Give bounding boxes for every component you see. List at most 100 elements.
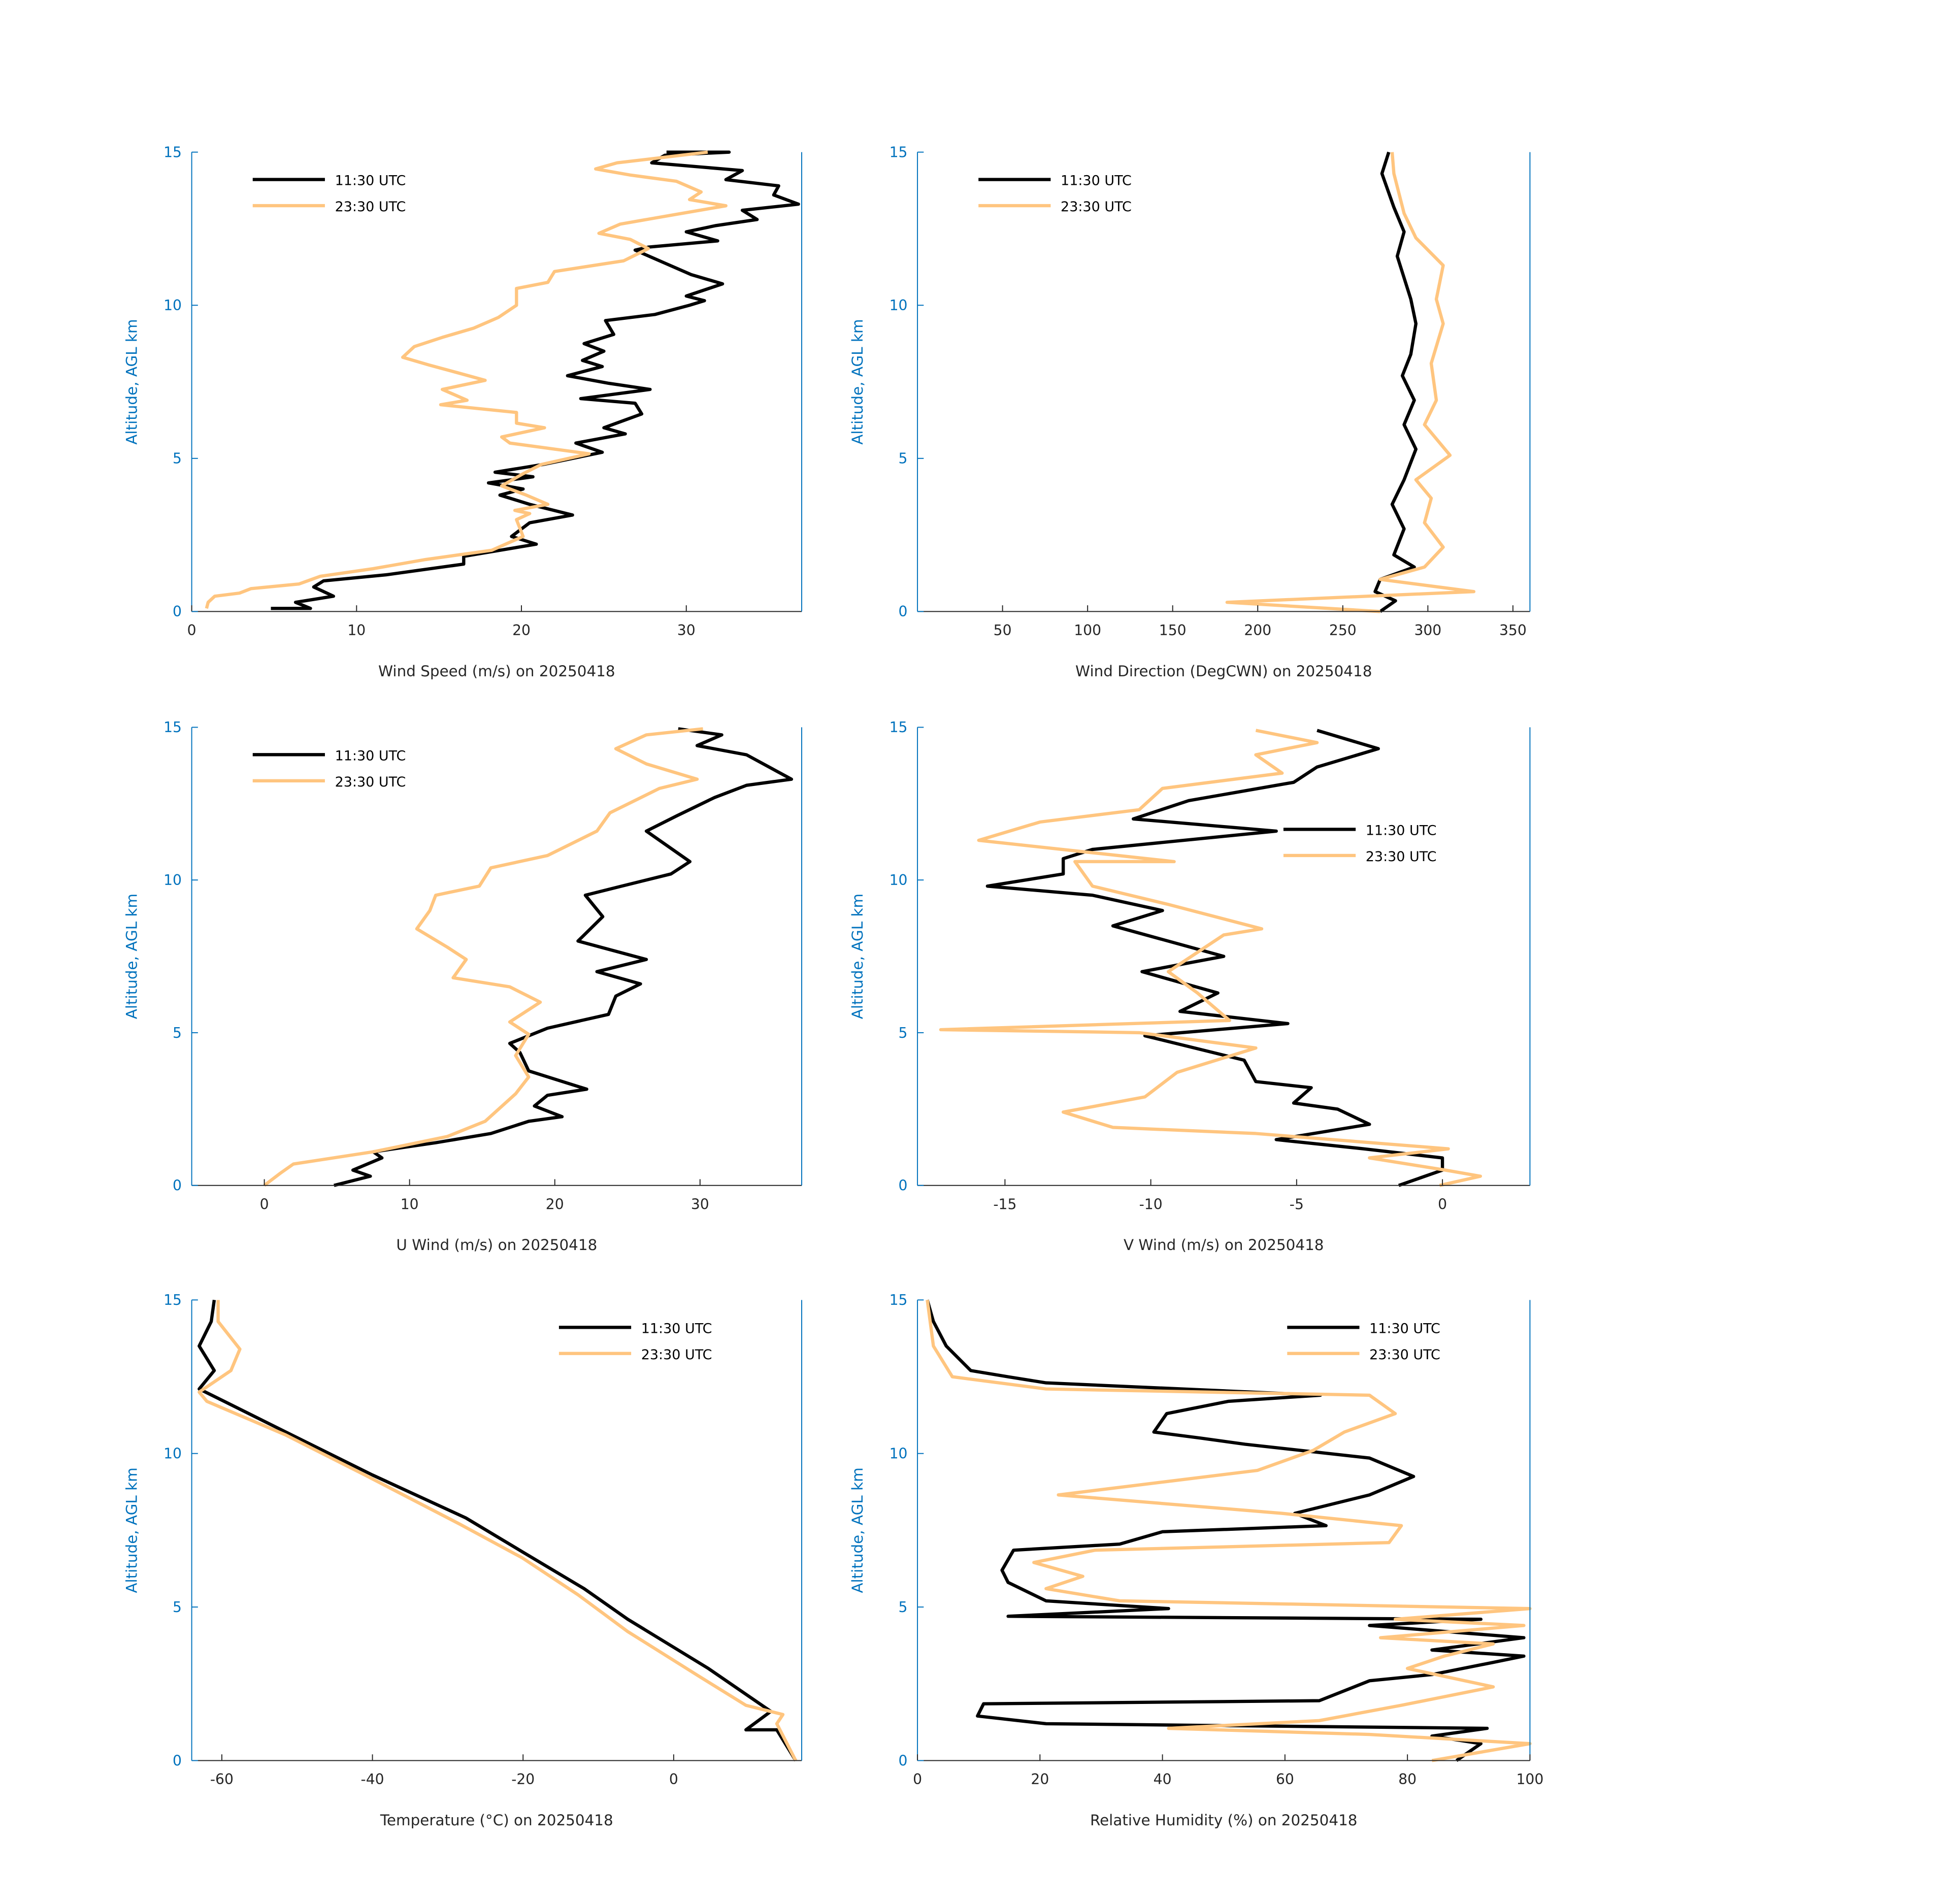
x-tick-label: 0 [669,1771,678,1788]
x-tick-label: 100 [1074,622,1101,639]
x-tick-label: 250 [1329,622,1357,639]
legend-label: 23:30 UTC [335,774,406,790]
legend-label: 23:30 UTC [335,199,406,215]
y-axis-label: Altitude, AGL km [849,894,866,1019]
y-tick-label: 15 [890,719,908,736]
y-axis-label: Altitude, AGL km [123,894,141,1019]
x-axis-label: Wind Direction (DegCWN) on 20250418 [1075,663,1372,680]
legend: 11:30 UTC 23:30 UTC [252,173,406,215]
y-tick-label: 0 [173,1752,182,1769]
y-tick-label: 10 [890,1446,908,1462]
y-tick-label: 0 [899,1177,908,1194]
panel-v-wind: -15 -10 -5 0 0 5 10 15 V Wind (m/s) on 20250418 A… [849,719,1531,1254]
x-axis-label: Relative Humidity (%) on 20250418 [1090,1812,1358,1829]
legend-label: 11:30 UTC [1061,173,1132,189]
y-tick-label: 5 [173,1599,182,1616]
x-tick-label: 350 [1499,622,1527,639]
x-tick-label: 30 [677,622,696,639]
x-tick-label: 20 [512,622,531,639]
x-tick-label: 80 [1398,1771,1417,1788]
series-line-2330 [926,1299,1532,1762]
panel-u-wind: 0 10 20 30 0 5 10 15 U Wind (m/s) on 20250418 Alt… [123,719,803,1254]
legend-label: 11:30 UTC [1366,823,1437,839]
y-tick-label: 15 [163,719,182,736]
series-line-1130 [271,150,800,610]
x-tick-label: 100 [1517,1771,1544,1788]
x-tick-label: 60 [1276,1771,1294,1788]
x-tick-label: -5 [1290,1196,1304,1212]
legend-label: 23:30 UTC [1061,199,1132,215]
panel-wind-direction: 50 100 150 200 250 300 350 0 5 10 15 Wind Direction… [849,144,1531,680]
x-tick-label: 10 [347,622,366,639]
x-axis-label: Wind Speed (m/s) on 20250418 [378,663,615,680]
legend: 11:30 UTC 23:30 UTC [252,748,406,790]
legend-label: 23:30 UTC [1366,849,1437,865]
y-tick-label: 10 [890,872,908,889]
y-axis-label: Altitude, AGL km [849,319,866,444]
x-tick-label: 40 [1154,1771,1172,1788]
panel-wind-speed: 0 10 20 30 0 5 10 15 Wind Speed (m/s) on 2025041… [123,144,803,680]
series-line-2330 [205,150,728,609]
x-tick-label: 0 [260,1196,269,1212]
series-line-2330 [939,729,1483,1187]
y-tick-label: 15 [890,1292,908,1308]
x-tick-label: 10 [401,1196,419,1212]
y-axis-label: Altitude, AGL km [123,319,141,444]
y-axis-label: Altitude, AGL km [849,1467,866,1593]
y-tick-label: 15 [163,144,182,160]
x-tick-label: -20 [511,1771,535,1788]
legend: 11:30 UTC 23:30 UTC [1287,1321,1440,1363]
x-tick-label: 300 [1414,622,1441,639]
y-axis-label: Altitude, AGL km [123,1467,141,1593]
x-tick-label: -15 [993,1196,1016,1212]
legend-label: 11:30 UTC [641,1321,712,1336]
x-tick-label: 150 [1159,622,1187,639]
legend-label: 11:30 UTC [1369,1321,1440,1336]
x-axis-label: Temperature (°C) on 20250418 [380,1812,613,1829]
y-tick-label: 15 [163,1292,182,1308]
legend-label: 11:30 UTC [335,173,406,189]
y-tick-label: 10 [163,872,182,889]
y-tick-label: 0 [899,603,908,620]
x-tick-label: 20 [1031,1771,1049,1788]
y-tick-label: 10 [163,297,182,314]
legend-label: 23:30 UTC [1369,1347,1440,1363]
panel-relative-humidity: 0 20 40 60 80 100 0 5 10 15 Relative Humidity (%) … [849,1292,1543,1829]
x-tick-label: 200 [1244,622,1271,639]
y-tick-label: 5 [899,1599,908,1616]
series-line-2330 [263,727,703,1187]
series-line-2330 [1225,152,1476,613]
legend: 11:30 UTC 23:30 UTC [1283,823,1437,865]
y-tick-label: 10 [163,1446,182,1462]
x-tick-label: 30 [691,1196,709,1212]
panel-temperature: -60 -40 -20 0 0 5 10 15 Temperature (°C) on 2025… [123,1292,803,1829]
y-tick-label: 5 [173,1025,182,1041]
y-tick-label: 0 [173,1177,182,1194]
x-tick-label: 20 [546,1196,564,1212]
y-tick-label: 0 [899,1752,908,1769]
y-tick-label: 5 [899,1025,908,1041]
x-tick-label: 0 [1438,1196,1447,1212]
legend-label: 11:30 UTC [335,748,406,764]
y-tick-label: 5 [173,450,182,467]
series-line-1130 [1373,151,1418,613]
x-tick-label: -60 [210,1771,234,1788]
x-tick-label: 0 [187,622,196,639]
series-line-1130 [985,729,1444,1187]
series-line-1130 [334,727,794,1187]
series-line-1130 [198,1299,797,1762]
x-axis-label: U Wind (m/s) on 20250418 [396,1236,597,1254]
x-tick-label: 50 [994,622,1012,639]
legend: 11:30 UTC 23:30 UTC [558,1321,712,1363]
y-tick-label: 5 [899,450,908,467]
x-tick-label: 0 [913,1771,922,1788]
series-line-1130 [926,1299,1526,1762]
x-axis-label: V Wind (m/s) on 20250418 [1124,1236,1324,1254]
y-tick-label: 15 [890,144,908,160]
legend-label: 23:30 UTC [641,1347,712,1363]
x-tick-label: -10 [1139,1196,1163,1212]
series-line-2330 [198,1300,798,1761]
y-tick-label: 0 [173,603,182,620]
legend: 11:30 UTC 23:30 UTC [978,173,1132,215]
